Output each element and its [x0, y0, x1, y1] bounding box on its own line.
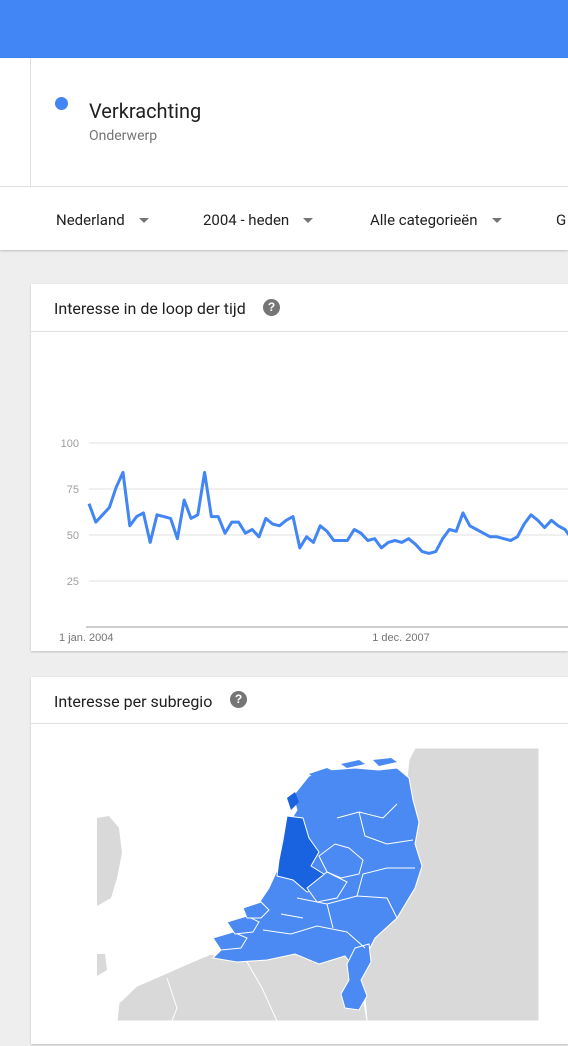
uk-land [97, 816, 122, 906]
help-icon[interactable]: ? [230, 691, 247, 708]
interest-over-time-card: Interesse in de loop der tijd ? 100 75 50 2… [31, 284, 568, 651]
interest-by-subregion-title: Interesse per subregio [54, 692, 213, 711]
limburg-region[interactable] [340, 943, 372, 1011]
zeeland-region[interactable] [242, 901, 270, 919]
interest-by-subregion-card: Interesse per subregio ? [31, 677, 568, 1044]
y-tick-label: 100 [61, 438, 79, 450]
term-color-dot [55, 97, 68, 110]
zeeland-region[interactable] [226, 915, 260, 935]
search-type-filter-dropdown[interactable]: G [556, 211, 566, 229]
y-tick-label: 50 [67, 530, 79, 542]
card-divider [31, 723, 568, 724]
help-icon[interactable]: ? [263, 299, 280, 316]
term-type: Onderwerp [89, 128, 158, 144]
series-line[interactable] [87, 470, 568, 555]
y-tick-label: 25 [67, 576, 79, 588]
search-type-filter-label: G [556, 211, 567, 229]
interest-over-time-title: Interesse in de loop der tijd [54, 299, 246, 318]
uk-land [97, 954, 107, 976]
search-term-header: Verkrachting Onderwerp Nederland 2004 - … [0, 58, 568, 250]
wadden-island[interactable] [287, 792, 299, 810]
chevron-down-icon [491, 217, 502, 223]
top-bar [0, 0, 568, 58]
y-tick-label: 75 [67, 484, 79, 496]
term-column-divider [0, 58, 31, 186]
card-divider [31, 331, 568, 332]
x-tick-label: 1 jan. 2004 [59, 632, 113, 644]
netherlands-map[interactable] [97, 748, 539, 1021]
wadden-island[interactable] [373, 758, 397, 766]
region-filter-label: Nederland [56, 211, 125, 229]
filter-bar: Nederland 2004 - heden Alle categorieën … [0, 186, 568, 251]
time-filter-label: 2004 - heden [203, 211, 290, 229]
term-name[interactable]: Verkrachting [89, 99, 202, 123]
zeeland-region[interactable] [212, 931, 248, 951]
x-tick-label: 1 dec. 2007 [372, 632, 430, 644]
category-filter-label: Alle categorieën [370, 211, 478, 229]
interest-over-time-chart: 100 75 50 25 1 jan. 2004 1 dec. 2007 [59, 438, 568, 644]
wadden-island[interactable] [341, 760, 365, 768]
region-filter-dropdown[interactable]: Nederland [56, 211, 149, 229]
category-filter-dropdown[interactable]: Alle categorieën [370, 211, 502, 229]
wadden-island[interactable] [309, 768, 335, 780]
chevron-down-icon [303, 217, 314, 223]
chevron-down-icon [138, 217, 149, 223]
time-filter-dropdown[interactable]: 2004 - heden [203, 211, 314, 229]
